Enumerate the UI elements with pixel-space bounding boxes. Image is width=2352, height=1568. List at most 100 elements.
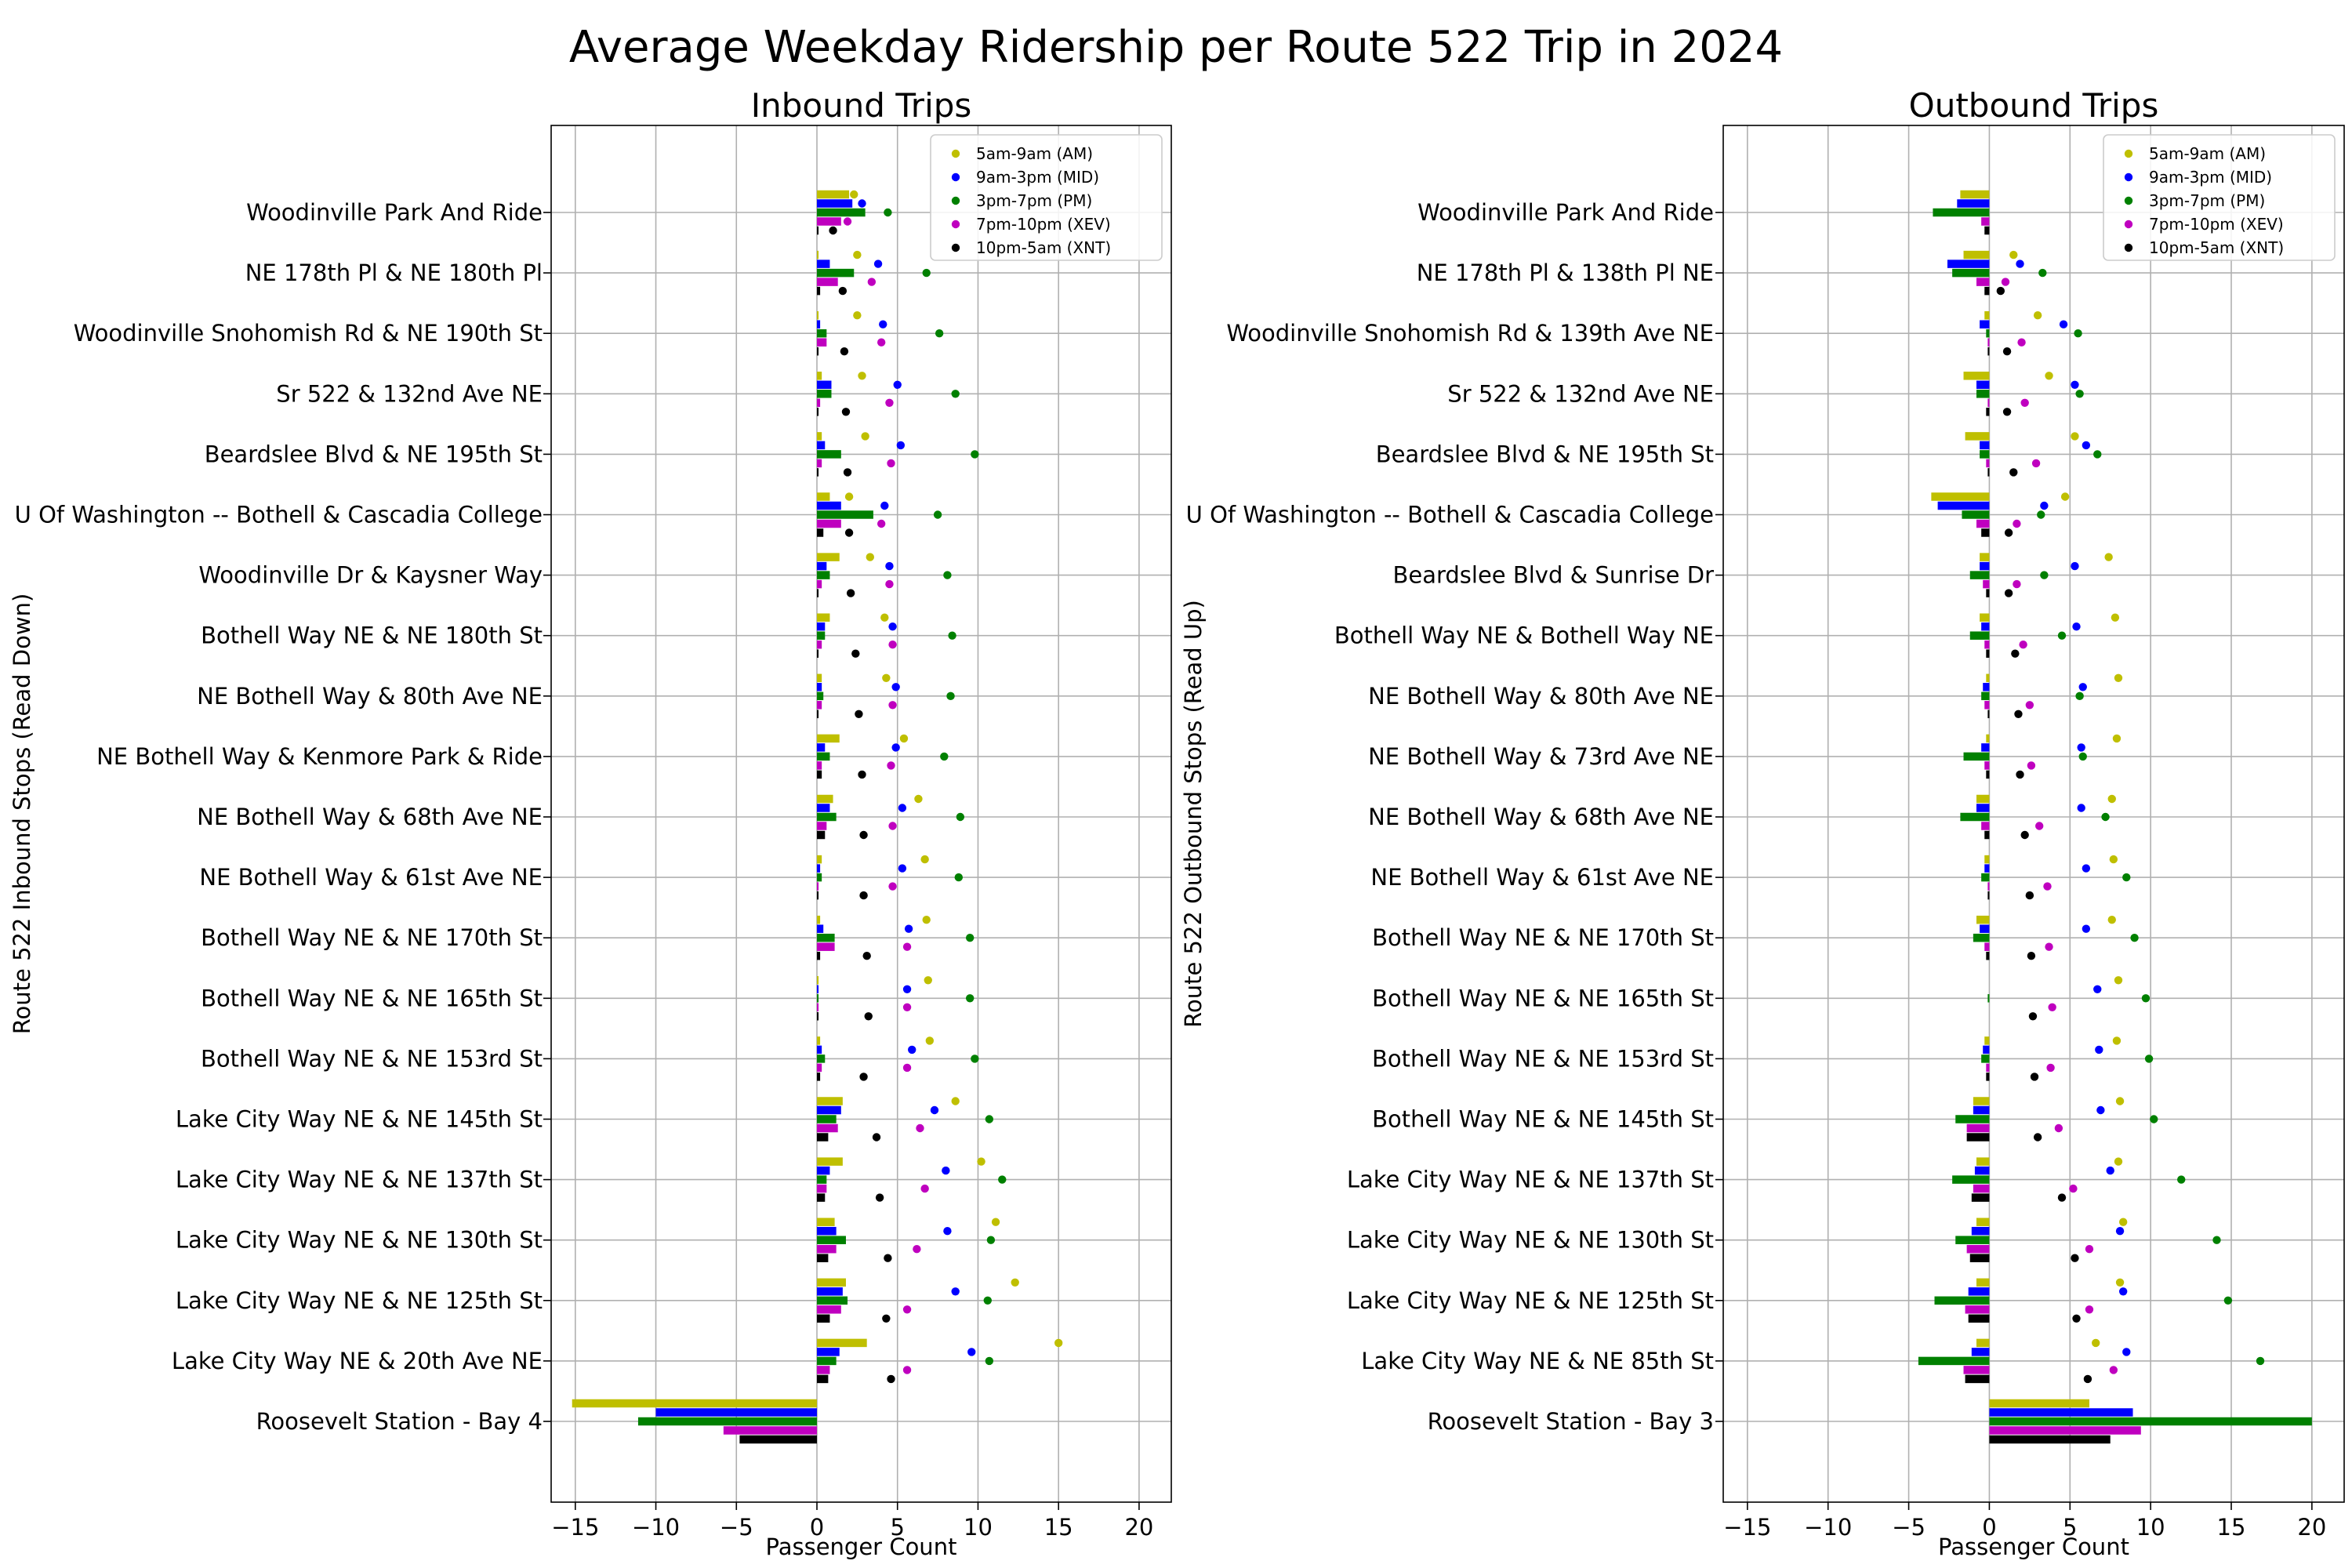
point-am xyxy=(2118,1218,2128,1226)
bar-mid xyxy=(817,1226,837,1236)
x-tick-label: 10 xyxy=(964,1514,993,1541)
bar-pm xyxy=(1986,328,1990,338)
bar-am xyxy=(817,1097,843,1105)
bar-pm xyxy=(817,752,830,761)
bar-am xyxy=(1960,190,1990,199)
bar-pm xyxy=(1963,752,1990,761)
bar-pm xyxy=(817,208,866,217)
stop-label: Bothell Way NE & NE 170th St xyxy=(1372,924,1714,951)
bar-xev xyxy=(817,1366,830,1374)
bar-mid xyxy=(1973,1105,1990,1115)
point-am xyxy=(2071,432,2079,441)
bar-xnt xyxy=(817,1012,819,1021)
x-tick-label: −15 xyxy=(551,1514,599,1541)
legend-marker-mid xyxy=(2124,172,2133,182)
bar-pm xyxy=(817,510,873,519)
stop-label: Beardslee Blvd & NE 195th St xyxy=(1376,441,1714,467)
bar-pm xyxy=(817,450,841,459)
x-tick-label: −5 xyxy=(1892,1514,1926,1541)
point-pm xyxy=(940,752,949,761)
point-xnt xyxy=(872,1133,881,1142)
stop-label: Woodinville Snohomish Rd & 139th Ave NE xyxy=(1226,320,1714,347)
x-tick-label: 5 xyxy=(891,1514,905,1541)
bar-pm xyxy=(1960,812,1990,822)
legend-label: 10pm-5am (XNT) xyxy=(976,238,1111,257)
bar-pm xyxy=(1955,1236,1990,1244)
point-mid xyxy=(908,1045,916,1054)
stop-label: Roosevelt Station - Bay 4 xyxy=(256,1408,543,1435)
grid-lines xyxy=(551,125,1171,1502)
point-pm xyxy=(2040,571,2049,579)
point-am xyxy=(866,553,875,561)
legend-label: 9am-3pm (MID) xyxy=(2149,168,2272,187)
legend-marker-pm xyxy=(951,196,960,205)
point-xnt xyxy=(2016,770,2024,779)
point-am xyxy=(882,673,891,682)
point-pm xyxy=(998,1175,1007,1184)
point-xnt xyxy=(864,1012,873,1021)
point-mid xyxy=(2072,622,2081,631)
stop-label: Lake City Way NE & NE 125th St xyxy=(176,1287,543,1314)
bar-xev xyxy=(817,882,819,891)
bar-mid xyxy=(1981,622,1990,631)
point-mid xyxy=(942,1166,950,1175)
point-xnt xyxy=(859,891,868,900)
legend-label: 9am-3pm (MID) xyxy=(976,168,1099,187)
bar-xev xyxy=(1986,459,1990,468)
stop-label: Lake City Way NE & NE 130th St xyxy=(1347,1227,1714,1254)
point-am xyxy=(2092,1338,2100,1348)
bar-pm xyxy=(1952,1175,1990,1184)
point-xev xyxy=(902,1366,912,1374)
bar-pm xyxy=(1980,450,1990,459)
stop-label: Woodinville Park And Ride xyxy=(1417,199,1714,226)
point-am xyxy=(2114,976,2123,985)
point-mid xyxy=(891,743,900,752)
bar-mid xyxy=(1980,320,1990,328)
bar-xev xyxy=(1966,1123,1990,1133)
point-mid xyxy=(2077,743,2085,752)
plot-area xyxy=(1723,125,2344,1502)
point-pm xyxy=(985,1356,994,1366)
x-axis: −15 −10 −5 0 5 10 15 20 xyxy=(1723,1502,2326,1541)
bar-am xyxy=(817,1218,835,1226)
stop-label: Bothell Way NE & NE 165th St xyxy=(201,985,543,1011)
stop-label: Lake City Way NE & 20th Ave NE xyxy=(172,1348,543,1374)
stop-label: Lake City Way NE & NE 130th St xyxy=(176,1227,543,1254)
point-pm xyxy=(2074,329,2082,338)
bar-mid xyxy=(1947,260,1990,268)
bar-pm xyxy=(817,268,855,278)
point-xnt xyxy=(2083,1374,2092,1384)
point-am xyxy=(991,1218,1000,1226)
point-am xyxy=(2112,734,2122,743)
bar-xnt xyxy=(817,1374,829,1384)
bar-xev xyxy=(817,1123,838,1133)
point-am xyxy=(924,976,932,985)
bar-xnt xyxy=(817,286,821,296)
legend-marker-mid xyxy=(951,172,960,182)
point-pm xyxy=(948,631,956,640)
x-tick-label: 0 xyxy=(1982,1514,1996,1541)
point-am xyxy=(2115,1097,2125,1105)
point-xev xyxy=(887,459,895,468)
point-pm xyxy=(935,329,944,338)
bar-pm xyxy=(817,1236,846,1244)
bar-pm xyxy=(1981,691,1990,701)
bar-mid xyxy=(817,441,826,450)
point-am xyxy=(951,1097,960,1105)
point-xnt xyxy=(841,408,851,416)
stop-label: Bothell Way NE & NE 153rd St xyxy=(201,1045,543,1072)
stop-label: Lake City Way NE & NE 85th St xyxy=(1361,1348,1714,1374)
point-mid xyxy=(888,622,897,631)
bar-pm xyxy=(817,933,835,942)
point-xev xyxy=(2019,641,2027,649)
point-mid xyxy=(967,1348,976,1356)
bar-xev xyxy=(1984,942,1990,951)
bar-mid xyxy=(817,743,826,752)
point-xev xyxy=(2020,398,2029,407)
point-pm xyxy=(922,268,931,278)
bar-xev xyxy=(1963,1366,1990,1374)
point-xev xyxy=(2045,942,2053,951)
point-mid xyxy=(2082,924,2091,933)
bar-mid xyxy=(1980,441,1990,450)
